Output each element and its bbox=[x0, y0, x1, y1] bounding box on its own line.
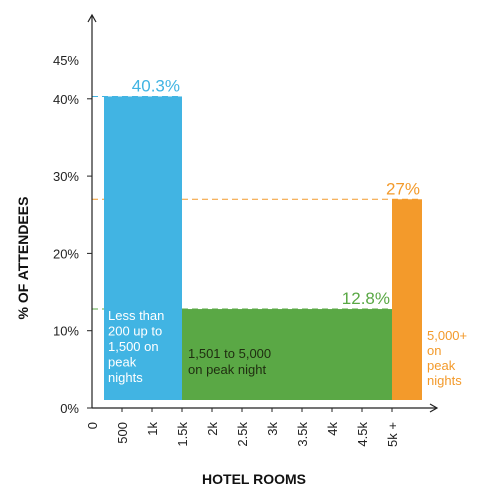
y-tick-label: 40% bbox=[53, 92, 79, 107]
x-axis-arrow bbox=[429, 403, 439, 413]
y-tick-label: 45% bbox=[53, 53, 79, 68]
y-tick-label: 0% bbox=[60, 401, 79, 416]
bar-note-line: on peak night bbox=[188, 362, 266, 377]
y-tick-labels: 0% 10% 20% 30% 40% 45% bbox=[53, 53, 79, 416]
y-axis-title: % OF ATTENDEES bbox=[15, 197, 31, 320]
bar-note-line: 5,000+ bbox=[427, 328, 467, 343]
x-tick-label: 5k + bbox=[385, 422, 400, 447]
y-tick-label: 10% bbox=[53, 324, 79, 339]
y-axis-arrow bbox=[87, 13, 97, 23]
x-tick-label: 3k bbox=[265, 422, 280, 436]
bar-3 bbox=[392, 199, 422, 400]
bar-note-2: 1,501 to 5,000 on peak night bbox=[188, 346, 271, 377]
bar-note-line: on bbox=[427, 343, 441, 358]
bar-note-line: peak bbox=[427, 358, 456, 373]
bar-note-line: 200 up to bbox=[108, 324, 162, 339]
bar-note-line: nights bbox=[427, 373, 462, 388]
x-tick-label: 1k bbox=[145, 422, 160, 436]
x-tick-label: 500 bbox=[115, 422, 130, 444]
bar-value-label-1: 40.3% bbox=[132, 76, 180, 95]
y-tick-label: 30% bbox=[53, 169, 79, 184]
bar-value-label-2: 12.8% bbox=[342, 289, 390, 308]
x-tick-label: 1.5k bbox=[175, 422, 190, 447]
x-tick-label: 3.5k bbox=[295, 422, 310, 447]
x-tick-labels: 0 500 1k 1.5k 2k 2.5k 3k 3.5k 4k 4.5k 5k + bbox=[85, 422, 400, 447]
x-axis-title: HOTEL ROOMS bbox=[202, 471, 306, 487]
x-tick-label: 2k bbox=[205, 422, 220, 436]
bar-note-line: 1,500 on bbox=[108, 339, 159, 354]
bar-note-line: Less than bbox=[108, 308, 164, 323]
bar-note-3: 5,000+ on peak nights bbox=[427, 328, 467, 388]
axes bbox=[87, 13, 439, 413]
bar-note-line: 1,501 to 5,000 bbox=[188, 346, 271, 361]
x-tick-label: 4k bbox=[325, 422, 340, 436]
x-tick-label: 0 bbox=[85, 422, 100, 429]
x-tick-label: 4.5k bbox=[355, 422, 370, 447]
bar-value-label-3: 27% bbox=[386, 179, 420, 198]
bar-1 bbox=[104, 96, 182, 400]
bar-labels: 40.3%12.8%27%Less than 200 up to 1,500 on p… bbox=[108, 76, 467, 388]
x-tick-label: 2.5k bbox=[235, 422, 250, 447]
bars bbox=[104, 96, 422, 400]
bar-note-line: peak bbox=[108, 355, 137, 370]
bar-2 bbox=[182, 309, 392, 400]
bar-note-line: nights bbox=[108, 370, 143, 385]
bar-note-1: Less than 200 up to 1,500 on peak nights bbox=[108, 308, 164, 385]
y-tick-label: 20% bbox=[53, 246, 79, 261]
